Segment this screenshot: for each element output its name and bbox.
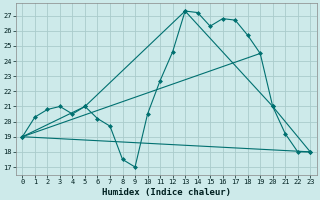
X-axis label: Humidex (Indice chaleur): Humidex (Indice chaleur) (102, 188, 231, 197)
